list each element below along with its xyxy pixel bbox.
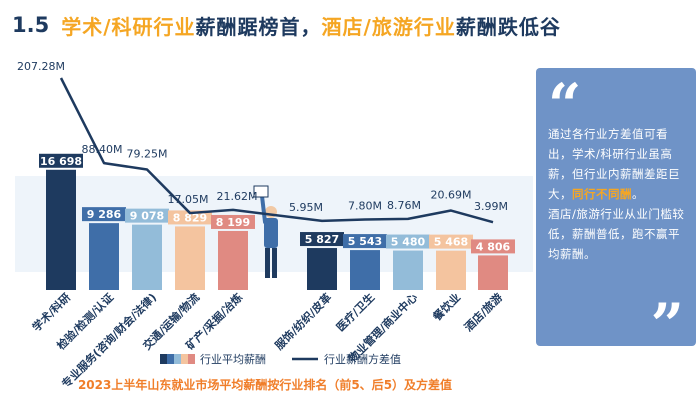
insight-line2: 酒店/旅游行业从业门槛较低，薪酬普低，跑不赢平均薪酬。 (548, 207, 685, 261)
open-quote-icon: “ (548, 71, 582, 139)
variance-label-2: 79.25M (127, 148, 168, 161)
bar-value-bg-7 (386, 234, 430, 249)
bar-value-label-4: 8 199 (216, 216, 250, 229)
bar-value-label-5: 5 827 (305, 233, 339, 246)
person-body (264, 218, 278, 248)
insight-text: 通过各行业方差值可看出，学术/科研行业虽高薪，但行业内薪酬差距巨大，同行不同酬。… (548, 124, 688, 264)
category-label-9: 酒店/旅游 (461, 290, 505, 334)
bar-0 (46, 169, 76, 290)
bar-9 (478, 255, 508, 290)
legend-bar-swatch-0 (160, 354, 167, 364)
bar-value-label-7: 5 480 (391, 236, 426, 249)
section-number: 1.5 (12, 13, 50, 37)
person-leg-left (265, 248, 270, 278)
variance-line (59, 77, 494, 224)
bar-6 (350, 250, 380, 290)
title-bottom-text: 薪酬跌低谷 (455, 14, 561, 39)
bar-value-label-2: 9 078 (130, 210, 164, 223)
variance-label-7: 8.76M (387, 199, 421, 212)
legend: 行业平均薪酬 行业薪酬方差值 (160, 352, 401, 366)
legend-bar-label: 行业平均薪酬 (200, 353, 266, 366)
bar-value-bg-0 (39, 153, 83, 168)
bar-4 (218, 230, 248, 290)
bar-value-label-1: 9 286 (87, 208, 122, 221)
bar-value-bg-8 (429, 234, 473, 249)
person-illustration (253, 185, 278, 278)
legend-bar-swatch-1 (167, 354, 174, 364)
bar-value-bg-1 (82, 207, 126, 222)
bar-value-label-8: 5 468 (434, 236, 468, 249)
variance-label-0: 207.28M (17, 60, 65, 73)
bar-value-label-9: 4 806 (476, 240, 511, 253)
title-bottom-industry: 酒店/旅游行业 (321, 14, 456, 39)
insight-panel: “ 通过各行业方差值可看出，学术/科研行业虽高薪，但行业内薪酬差距巨大，同行不同… (536, 68, 696, 354)
insight-line1: 通过各行业方差值可看出，学术/科研行业虽高薪，但行业内薪酬差距巨大， (548, 127, 680, 201)
bar-value-bg-9 (471, 239, 515, 254)
insight-highlight: 同行不同酬 (572, 187, 632, 201)
bar-1 (89, 223, 119, 290)
title-top-industry: 学术/科研行业 (61, 14, 196, 39)
variance-label-1: 88.40M (82, 143, 123, 156)
category-label-8: 餐饮业 (429, 290, 463, 324)
close-quote-icon: ” (650, 291, 684, 359)
variance-label-4: 21.62M (217, 190, 258, 203)
category-label-6: 医疗/卫生 (333, 290, 377, 334)
bar-8 (436, 250, 466, 290)
legend-bar-swatch-3 (181, 354, 188, 364)
line-layer: 207.28M 88.40M 79.25M 17.05M 21.62M 5.95M 7.80… (17, 60, 508, 224)
legend-line-label: 行业薪酬方差值 (324, 352, 401, 366)
bar-7 (393, 250, 423, 290)
header: 1.5 学术/科研行业薪酬踞榜首，酒店/旅游行业薪酬跌低谷 (12, 8, 561, 42)
bar-value-bg-2 (125, 208, 169, 223)
bar-value-label-0: 16 698 (40, 155, 82, 168)
category-label-0: 学术/科研 (29, 290, 73, 334)
bar-value-bg-4 (211, 214, 255, 229)
variance-label-5: 5.95M (289, 201, 323, 214)
variance-label-3: 17.05M (168, 193, 209, 206)
bar-value-bg-5 (300, 232, 344, 247)
bar-2 (132, 224, 162, 290)
bar-value-label-3: 8 829 (173, 211, 207, 224)
legend-bar-swatch-2 (174, 354, 181, 364)
variance-label-8: 20.69M (431, 189, 472, 202)
legend-bar-swatch-4 (188, 354, 195, 364)
chart-caption: 2023上半年山东就业市场平均薪酬按行业排名（前5、后5）及方差值 (77, 378, 453, 392)
person-tablet (253, 185, 269, 198)
bar-value-bg-3 (168, 210, 212, 225)
variance-label-6: 7.80M (348, 200, 382, 213)
bar-value-bg-6 (343, 234, 387, 249)
page-title: 学术/科研行业薪酬踞榜首，酒店/旅游行业薪酬跌低谷 (61, 11, 561, 40)
bar-value-label-6: 5 543 (348, 235, 382, 248)
title-top-text: 薪酬踞榜首， (195, 14, 322, 39)
variance-label-9: 3.99M (474, 200, 508, 213)
insight-line1-end: 。 (632, 187, 644, 201)
person-leg-right (272, 248, 277, 278)
bar-3 (175, 226, 205, 290)
person-arm (260, 194, 267, 224)
category-label-5: 服饰/纺织/皮革 (272, 290, 334, 352)
bar-5 (307, 248, 337, 290)
